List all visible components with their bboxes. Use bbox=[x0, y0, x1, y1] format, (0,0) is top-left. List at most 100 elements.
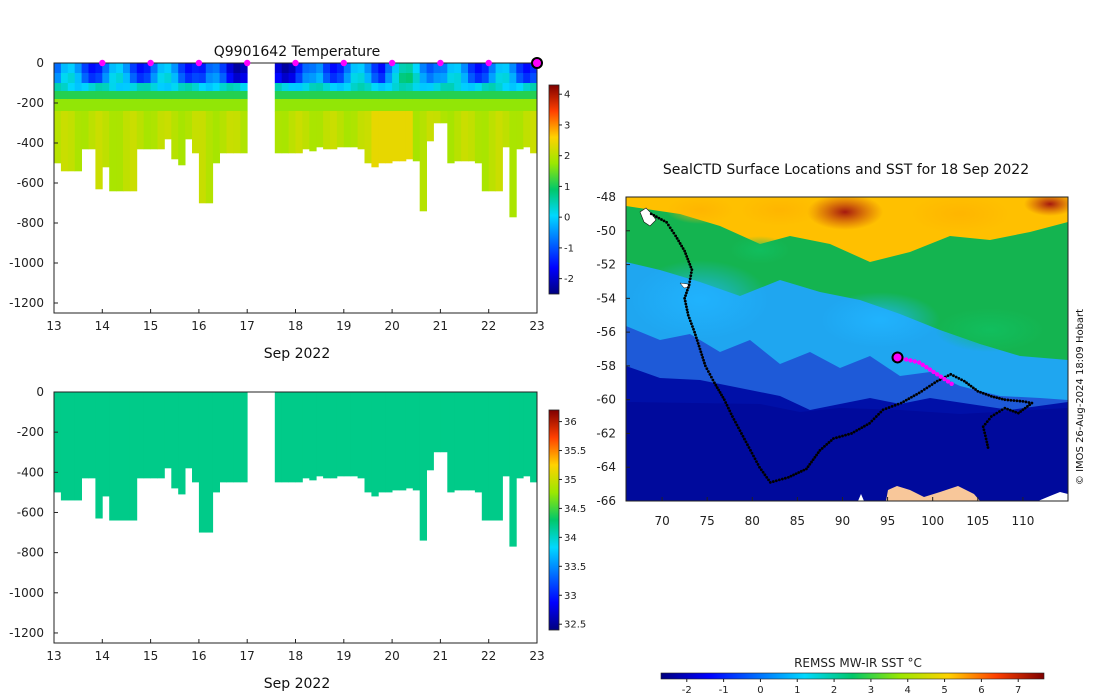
temperature-cell bbox=[330, 83, 338, 92]
salinity-cell bbox=[461, 392, 469, 491]
temperature-plot-area bbox=[54, 63, 538, 218]
sst-tick-label: 7 bbox=[1015, 685, 1021, 696]
temperature-cell bbox=[481, 73, 490, 84]
temperature-cell bbox=[468, 83, 476, 92]
temperature-cell bbox=[426, 111, 434, 142]
temperature-cell bbox=[523, 111, 531, 148]
temperature-cell bbox=[399, 63, 407, 74]
salinity-cell bbox=[357, 392, 365, 479]
lat-tick-label: -64 bbox=[596, 460, 616, 474]
temperature-cell bbox=[399, 91, 407, 100]
track-point bbox=[952, 374, 955, 378]
salinity-cell bbox=[468, 392, 476, 491]
temperature-cell bbox=[323, 91, 331, 100]
salinity-cell bbox=[350, 392, 358, 477]
salinity-cell bbox=[54, 392, 62, 493]
temperature-cell bbox=[171, 99, 179, 112]
temperature-cell bbox=[205, 73, 214, 84]
temperature-cell bbox=[123, 99, 131, 112]
salinity-cell bbox=[143, 392, 151, 479]
temperature-cell bbox=[136, 63, 145, 74]
track-point bbox=[731, 415, 734, 418]
track-point bbox=[683, 299, 687, 303]
temperature-cell bbox=[205, 111, 214, 204]
temperature-cell bbox=[378, 63, 386, 74]
lon-tick-label: 105 bbox=[966, 514, 989, 528]
track-point bbox=[768, 481, 772, 484]
temperature-cell bbox=[212, 99, 220, 112]
recent-track-point bbox=[903, 357, 909, 362]
track-point bbox=[838, 435, 841, 439]
map-longitude-axis: 70 75 80 85 90 95 100 105 110 bbox=[654, 497, 1034, 528]
track-point bbox=[969, 384, 973, 388]
temperature-cell bbox=[288, 91, 296, 100]
lon-tick-label: 80 bbox=[745, 514, 760, 528]
track-point bbox=[938, 378, 942, 382]
colorbar-tick-label: 3 bbox=[564, 120, 570, 131]
temperature-cell bbox=[302, 111, 310, 150]
colorbar-tick-label: 4 bbox=[564, 90, 570, 101]
y-tick-label: -200 bbox=[17, 425, 44, 439]
track-point bbox=[949, 372, 953, 376]
temperature-cell bbox=[60, 91, 69, 100]
temperature-cell bbox=[343, 99, 352, 112]
current-profile-marker bbox=[531, 57, 543, 69]
temperature-cell bbox=[109, 111, 117, 192]
y-tick-label: 0 bbox=[36, 385, 44, 399]
track-point bbox=[912, 394, 916, 398]
temperature-cell bbox=[157, 83, 165, 92]
temperature-cell bbox=[385, 73, 393, 84]
temperature-cell bbox=[440, 99, 448, 112]
sst-tick-label: -1 bbox=[719, 685, 729, 696]
track-point bbox=[928, 384, 931, 388]
track-point bbox=[740, 432, 743, 435]
temperature-cell bbox=[399, 73, 407, 84]
temperature-x-label: Sep 2022 bbox=[264, 346, 330, 362]
temperature-cell bbox=[164, 99, 172, 112]
temperature-cell bbox=[412, 111, 421, 162]
track-point bbox=[746, 443, 749, 447]
temperature-cell bbox=[74, 111, 82, 172]
salinity-cell bbox=[309, 392, 317, 481]
temperature-cell bbox=[357, 99, 365, 112]
temperature-cell bbox=[123, 73, 131, 84]
track-point bbox=[747, 446, 751, 449]
track-point bbox=[687, 316, 691, 320]
salinity-cell bbox=[67, 392, 76, 501]
track-point bbox=[684, 302, 688, 306]
temperature-cell bbox=[523, 99, 531, 112]
salinity-cell bbox=[481, 392, 490, 521]
temperature-cell bbox=[309, 91, 317, 100]
salinity-cell bbox=[109, 392, 117, 521]
temperature-cell bbox=[219, 111, 227, 154]
sst-field bbox=[626, 197, 1068, 501]
track-point bbox=[668, 226, 672, 230]
sst-tick-label: 3 bbox=[868, 685, 874, 696]
temperature-cell bbox=[226, 91, 234, 100]
temperature-cell bbox=[330, 111, 338, 150]
track-point bbox=[930, 383, 934, 386]
temperature-cell bbox=[240, 111, 248, 154]
x-tick-label: 22 bbox=[481, 319, 496, 333]
track-point bbox=[688, 319, 692, 323]
temperature-cell bbox=[157, 99, 165, 112]
temperature-cell bbox=[143, 73, 151, 84]
temperature-cell bbox=[95, 99, 103, 112]
temperature-cell bbox=[412, 63, 421, 74]
track-point bbox=[708, 372, 712, 376]
temperature-cell bbox=[150, 111, 158, 150]
track-point bbox=[724, 401, 728, 404]
temperature-cell bbox=[88, 63, 96, 74]
track-point bbox=[765, 475, 769, 479]
temperature-cell bbox=[192, 73, 200, 84]
track-point bbox=[802, 468, 806, 472]
temperature-cell bbox=[116, 99, 124, 112]
track-point bbox=[857, 427, 861, 431]
track-point bbox=[686, 286, 690, 289]
track-point bbox=[686, 257, 690, 261]
temperature-cell bbox=[336, 99, 345, 112]
temperature-cell bbox=[392, 83, 400, 92]
salinity-colorbar bbox=[548, 409, 560, 631]
sst-tick-label: 2 bbox=[831, 685, 837, 696]
temperature-cell bbox=[60, 99, 69, 112]
